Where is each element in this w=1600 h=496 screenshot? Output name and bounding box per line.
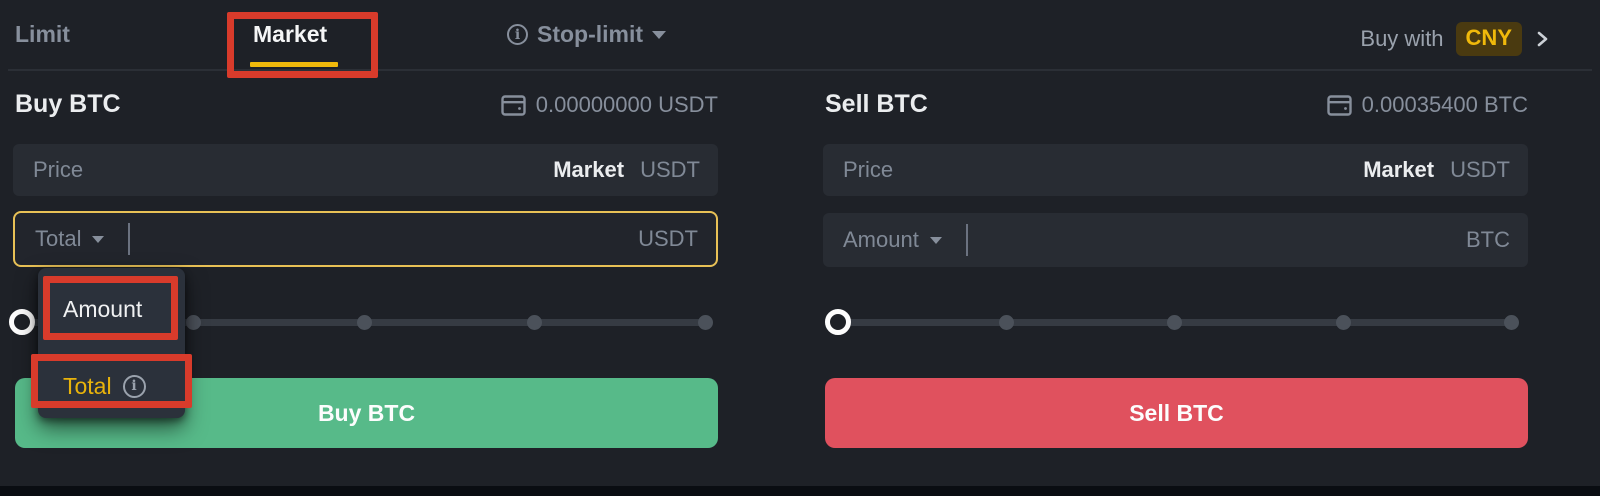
info-icon: i [507,24,528,45]
dropdown-option-amount-label: Amount [63,295,143,322]
sell-amount-field[interactable]: Amount BTC [823,213,1528,267]
buy-total-unit: USDT [638,226,698,251]
buy-slider-handle[interactable] [9,309,35,335]
tab-stop-limit[interactable]: i Stop-limit [507,21,667,48]
total-selector-dropdown: Amount Total i [38,268,185,418]
sell-slider-dot-100[interactable] [1504,315,1519,330]
sell-slider-dot-75[interactable] [1336,315,1351,330]
chevron-down-icon [929,236,942,244]
sell-price-placeholder: Price [843,157,894,182]
wallet-icon [1326,94,1352,116]
sell-price-value: Market [1363,157,1435,182]
buy-price-field[interactable]: Price Market USDT [13,144,718,196]
sell-price-unit: USDT [1450,157,1510,182]
sell-amount-unit: BTC [1466,227,1510,252]
sell-panel-title: Sell BTC [825,90,928,118]
buy-price-unit: USDT [640,157,700,182]
sell-amount-selector-label: Amount [843,227,919,252]
buy-price-value: Market [553,157,625,182]
bottom-edge-strip [0,486,1600,496]
sell-amount-selector[interactable]: Amount [843,227,942,253]
buy-with-fiat[interactable]: Buy with CNY [1360,22,1550,56]
buy-price-placeholder: Price [33,157,84,182]
buy-balance-value: 0.00000000 USDT [535,92,718,117]
tab-stop-limit-label: Stop-limit [537,21,644,47]
sell-slider-dot-50[interactable] [1167,315,1182,330]
chevron-down-icon [92,235,105,243]
buy-with-label: Buy with [1360,26,1444,51]
market-tab-active-underline [250,62,338,67]
buy-available-balance: 0.00000000 USDT [0,92,718,118]
text-cursor [128,223,131,255]
buy-slider-dot-75[interactable] [527,315,542,330]
buy-percent-slider[interactable] [0,308,718,336]
dropdown-option-total-label: Total [63,372,112,399]
tabbar-divider [8,69,1592,71]
dropdown-option-amount[interactable]: Amount [38,283,185,335]
dropdown-option-total[interactable]: Total i [38,360,185,412]
chevron-down-icon [652,30,667,39]
buy-total-selector[interactable]: Total [35,226,105,252]
buy-panel-title: Buy BTC [15,90,121,118]
sell-price-field[interactable]: Price Market USDT [823,144,1528,196]
buy-slider-dot-50[interactable] [357,315,372,330]
sell-btc-button[interactable]: Sell BTC [825,378,1528,448]
sell-percent-slider[interactable] [825,308,1528,336]
sell-slider-dot-25[interactable] [999,315,1014,330]
wallet-icon [501,94,526,116]
sell-slider-handle[interactable] [825,309,851,335]
fiat-currency-badge[interactable]: CNY [1455,22,1522,56]
chevron-right-icon [1537,31,1548,47]
sell-balance-value: 0.00035400 BTC [1361,92,1528,117]
buy-total-field[interactable]: Total USDT [13,211,718,267]
text-cursor [965,224,968,256]
tab-limit[interactable]: Limit [15,21,70,47]
tab-market[interactable]: Market [253,21,328,47]
sell-available-balance: 0.00035400 BTC [825,92,1528,118]
buy-slider-dot-25[interactable] [186,315,201,330]
buy-slider-dot-100[interactable] [698,315,713,330]
info-icon: i [122,374,146,398]
buy-total-selector-label: Total [35,226,82,251]
